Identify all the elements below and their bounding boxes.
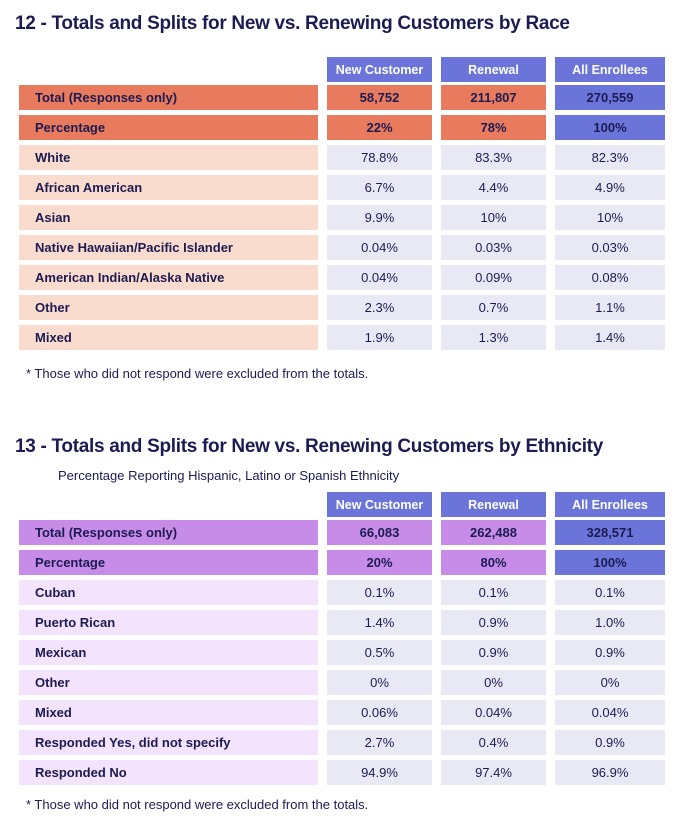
row-value: 211,807 <box>441 85 546 110</box>
row-value: 0% <box>441 670 546 695</box>
column-header-renewal: Renewal <box>441 492 546 517</box>
row-label: Other <box>19 670 318 695</box>
race-footnote: * Those who did not respond were exclude… <box>26 366 369 381</box>
ethnicity-subtitle: Percentage Reporting Hispanic, Latino or… <box>58 468 400 483</box>
row-value: 1.1% <box>555 295 665 320</box>
row-value: 0.04% <box>327 265 432 290</box>
row-value: 0.9% <box>555 730 665 755</box>
row-label: Percentage <box>19 115 318 140</box>
row-value: 0.4% <box>441 730 546 755</box>
row-value: 78% <box>441 115 546 140</box>
row-value: 0.09% <box>441 265 546 290</box>
row-value: 0.04% <box>441 700 546 725</box>
row-label: White <box>19 145 318 170</box>
header-spacer <box>19 492 318 517</box>
row-value: 1.4% <box>555 325 665 350</box>
row-value: 2.3% <box>327 295 432 320</box>
ethnicity-table-section: 13 - Totals and Splits for New vs. Renew… <box>0 435 678 812</box>
row-label: American Indian/Alaska Native <box>19 265 318 290</box>
row-value: 96.9% <box>555 760 665 785</box>
row-label: African American <box>19 175 318 200</box>
row-value: 6.7% <box>327 175 432 200</box>
row-value: 262,488 <box>441 520 546 545</box>
row-value: 0.08% <box>555 265 665 290</box>
row-value: 10% <box>555 205 665 230</box>
row-value: 1.3% <box>441 325 546 350</box>
row-label: Other <box>19 295 318 320</box>
ethnicity-footnote: * Those who did not respond were exclude… <box>26 797 369 812</box>
row-value: 0.9% <box>441 610 546 635</box>
row-value: 78.8% <box>327 145 432 170</box>
row-label: Puerto Rican <box>19 610 318 635</box>
row-value: 0.1% <box>441 580 546 605</box>
row-value: 0.03% <box>441 235 546 260</box>
row-value: 328,571 <box>555 520 665 545</box>
row-label: Total (Responses only) <box>19 520 318 545</box>
row-value: 4.9% <box>555 175 665 200</box>
row-label: Mixed <box>19 700 318 725</box>
row-label: Asian <box>19 205 318 230</box>
row-value: 83.3% <box>441 145 546 170</box>
row-label: Mexican <box>19 640 318 665</box>
row-label: Percentage <box>19 550 318 575</box>
section-title-race: 12 - Totals and Splits for New vs. Renew… <box>15 13 570 34</box>
row-value: 22% <box>327 115 432 140</box>
row-value: 0.04% <box>555 700 665 725</box>
row-value: 20% <box>327 550 432 575</box>
row-value: 0.7% <box>441 295 546 320</box>
row-value: 10% <box>441 205 546 230</box>
report-page: 12 - Totals and Splits for New vs. Renew… <box>0 12 678 812</box>
row-value: 0.9% <box>555 640 665 665</box>
row-label: Mixed <box>19 325 318 350</box>
ethnicity-table-header-row: New Customer Renewal All Enrollees <box>19 492 678 517</box>
race-table-header-row: New Customer Renewal All Enrollees <box>19 57 678 82</box>
row-label: Native Hawaiian/Pacific Islander <box>19 235 318 260</box>
row-value: 9.9% <box>327 205 432 230</box>
row-value: 0% <box>327 670 432 695</box>
row-value: 4.4% <box>441 175 546 200</box>
row-value: 0.1% <box>327 580 432 605</box>
row-value: 0.04% <box>327 235 432 260</box>
row-value: 1.9% <box>327 325 432 350</box>
row-value: 80% <box>441 550 546 575</box>
row-value: 1.0% <box>555 610 665 635</box>
column-header-renewal: Renewal <box>441 57 546 82</box>
row-value: 0.03% <box>555 235 665 260</box>
row-value: 66,083 <box>327 520 432 545</box>
row-value: 1.4% <box>327 610 432 635</box>
row-value: 0% <box>555 670 665 695</box>
column-header-new-customer: New Customer <box>327 492 432 517</box>
column-header-new-customer: New Customer <box>327 57 432 82</box>
column-header-all-enrollees: All Enrollees <box>555 492 665 517</box>
row-value: 94.9% <box>327 760 432 785</box>
row-value: 0.06% <box>327 700 432 725</box>
row-value: 58,752 <box>327 85 432 110</box>
row-value: 270,559 <box>555 85 665 110</box>
row-label: Cuban <box>19 580 318 605</box>
column-header-all-enrollees: All Enrollees <box>555 57 665 82</box>
ethnicity-table-body: Total (Responses only) 66,083 262,488 328,5… <box>19 520 678 785</box>
row-value: 0.9% <box>441 640 546 665</box>
row-label: Total (Responses only) <box>19 85 318 110</box>
row-value: 100% <box>555 550 665 575</box>
section-title-ethnicity: 13 - Totals and Splits for New vs. Renew… <box>15 436 603 457</box>
row-value: 100% <box>555 115 665 140</box>
row-value: 82.3% <box>555 145 665 170</box>
row-label: Responded No <box>19 760 318 785</box>
row-value: 97.4% <box>441 760 546 785</box>
race-table-section: 12 - Totals and Splits for New vs. Renew… <box>0 12 678 381</box>
row-value: 2.7% <box>327 730 432 755</box>
row-label: Responded Yes, did not specify <box>19 730 318 755</box>
header-spacer <box>19 57 318 82</box>
row-value: 0.5% <box>327 640 432 665</box>
race-table-body: Total (Responses only) 58,752 211,807 270,5… <box>19 85 678 350</box>
row-value: 0.1% <box>555 580 665 605</box>
